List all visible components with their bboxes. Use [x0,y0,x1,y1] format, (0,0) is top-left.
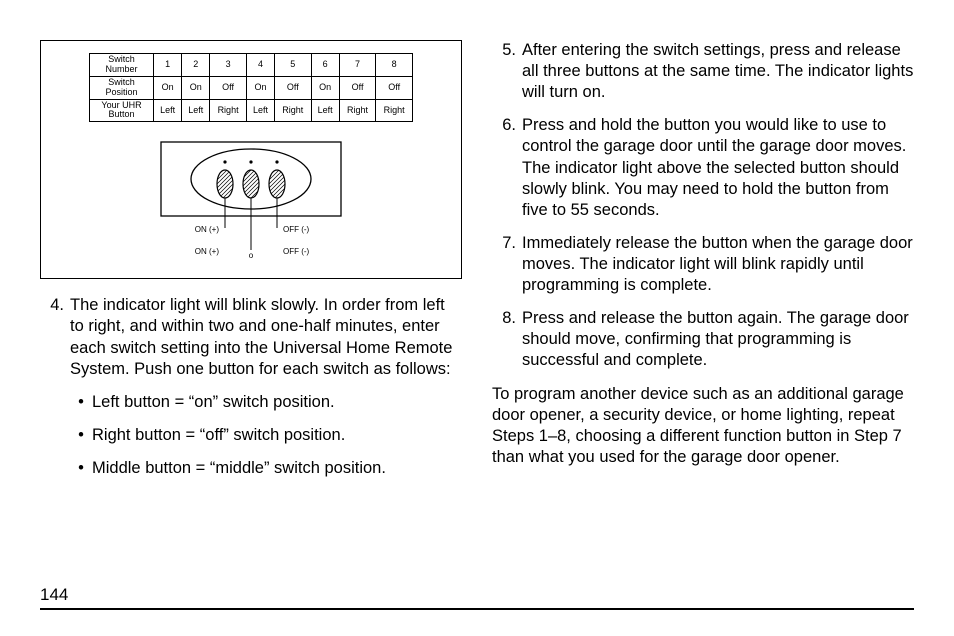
table-cell: On [154,76,182,99]
list-text: The indicator light will blink slowly. I… [70,295,462,491]
on-label: ON (+) [195,225,220,234]
page-number: 144 [40,585,68,604]
row-header: Your UHR Button [90,99,154,122]
list-text: After entering the switch settings, pres… [522,40,914,103]
table-cell: 2 [182,54,210,77]
bullet-item: Middle button = “middle” switch position… [70,458,462,479]
on-label: ON (+) [195,247,220,256]
table-cell: 4 [246,54,274,77]
table-cell: Right [339,99,376,122]
table-cell: 7 [339,54,376,77]
off-label: OFF (-) [283,247,310,256]
page-footer: 144 [40,584,914,610]
table-cell: Right [376,99,413,122]
table-cell: 3 [210,54,247,77]
list-number: 4. [40,295,70,491]
table-cell: Off [275,76,312,99]
row-header: Switch Number [90,54,154,77]
table-cell: Off [339,76,376,99]
switch-table: Switch Number 1 2 3 4 5 6 7 8 Switch Pos… [89,53,413,122]
table-cell: Right [210,99,247,122]
table-cell: Left [246,99,274,122]
list-item: 4. The indicator light will blink slowly… [40,295,462,491]
remote-diagram: ON (+) OFF (-) ON (+) o OFF (-) [141,136,361,266]
list-item: 6. Press and hold the button you would l… [492,115,914,221]
list-text: Immediately release the button when the … [522,233,914,296]
list-item: 7. Immediately release the button when t… [492,233,914,296]
table-cell: On [311,76,339,99]
list-text: Press and hold the button you would like… [522,115,914,221]
table-cell: 6 [311,54,339,77]
table-cell: 8 [376,54,413,77]
table-cell: 1 [154,54,182,77]
closing-paragraph: To program another device such as an add… [492,384,914,468]
list-number: 8. [492,308,522,371]
middle-label: o [249,251,254,260]
list-number: 7. [492,233,522,296]
table-cell: Right [275,99,312,122]
list-number: 6. [492,115,522,221]
switch-figure: Switch Number 1 2 3 4 5 6 7 8 Switch Pos… [40,40,462,279]
table-cell: Left [182,99,210,122]
footer-rule [40,608,914,610]
table-cell: On [182,76,210,99]
table-cell: Left [154,99,182,122]
table-cell: Off [210,76,247,99]
table-cell: On [246,76,274,99]
bullet-item: Right button = “off” switch position. [70,425,462,446]
list-number: 5. [492,40,522,103]
left-column: Switch Number 1 2 3 4 5 6 7 8 Switch Pos… [40,40,462,503]
list-item: 8. Press and release the button again. T… [492,308,914,371]
list-item: 5. After entering the switch settings, p… [492,40,914,103]
bullet-item: Left button = “on” switch position. [70,392,462,413]
table-cell: 5 [275,54,312,77]
table-cell: Left [311,99,339,122]
table-cell: Off [376,76,413,99]
right-column: 5. After entering the switch settings, p… [492,40,914,503]
row-header: Switch Position [90,76,154,99]
off-label: OFF (-) [283,225,310,234]
list-text: Press and release the button again. The … [522,308,914,371]
